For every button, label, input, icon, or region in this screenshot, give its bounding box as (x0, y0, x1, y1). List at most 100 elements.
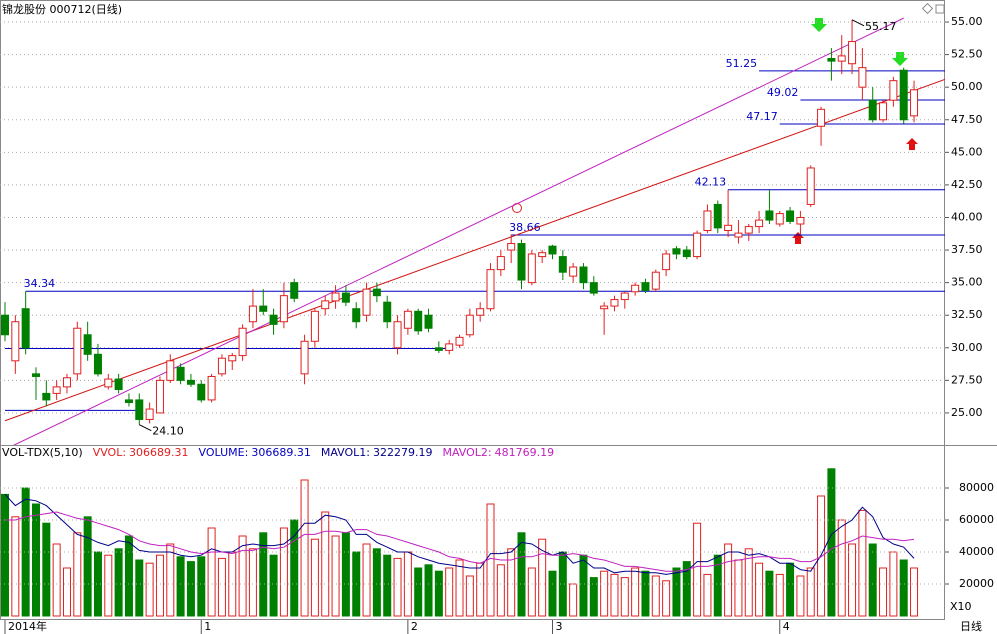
annotation-pointer (851, 19, 865, 27)
volume-bar (827, 468, 836, 617)
volume-bar (166, 543, 175, 617)
volume-bar (879, 567, 888, 617)
candle-body (93, 353, 102, 375)
level-label: 49.02 (767, 86, 799, 99)
candle-body (538, 252, 547, 258)
candle-body (548, 245, 557, 255)
candle-body (569, 266, 578, 277)
candle-body (651, 271, 660, 290)
volume-bar (445, 567, 454, 617)
volume-bar (1, 493, 9, 617)
legend-value: 481769.19 (495, 446, 555, 459)
volume-bar (321, 511, 330, 617)
candle-body (52, 386, 61, 394)
volume-bar (899, 559, 908, 617)
frame (0, 0, 945, 620)
candle-body (331, 292, 340, 302)
volume-bar (31, 503, 40, 617)
level-label: 34.34 (24, 277, 56, 290)
candle-body (310, 310, 319, 342)
candle-body (166, 360, 175, 381)
y-tick-label: 27.50 (951, 373, 983, 386)
volume-bar (114, 548, 123, 617)
annotation-label: 24.10 (152, 425, 184, 438)
candle-body (579, 266, 588, 284)
volume-bar (651, 575, 660, 617)
y-tick-label: 20000 (959, 577, 994, 590)
volume-bar (548, 570, 557, 617)
y-tick-label: 25.00 (951, 406, 983, 419)
volume-bar (837, 519, 846, 617)
candle-body (507, 243, 516, 251)
volume-bar (465, 575, 474, 617)
candle-body (817, 108, 826, 127)
candle-body (724, 224, 733, 232)
volume-bar (434, 570, 443, 617)
candle-body (899, 69, 908, 121)
volume-bar (641, 570, 650, 617)
candle-body (775, 213, 784, 225)
candle-body (124, 399, 133, 404)
volume-bar (217, 557, 226, 617)
volume-bar (83, 516, 92, 617)
candle-body (62, 377, 71, 388)
candle-body (682, 249, 691, 258)
volume-bar (207, 527, 216, 617)
y-tick-label: 37.50 (951, 243, 983, 256)
annotation-pointer (139, 424, 152, 432)
candle-body (827, 58, 836, 62)
candle-body (393, 321, 402, 349)
y-tick-label: 30.00 (951, 341, 983, 354)
candle-body (879, 102, 888, 121)
candle-body (300, 340, 309, 375)
volume-bar (744, 548, 753, 617)
volume-bar (713, 554, 722, 617)
candle-body (383, 301, 392, 323)
candle-body (321, 300, 330, 310)
volume-bar (331, 535, 340, 617)
candle-body (600, 305, 609, 310)
y-tick-label: 42.50 (951, 178, 983, 191)
sell-arrow (892, 52, 908, 66)
candle-body (259, 305, 268, 312)
window-icon[interactable] (921, 2, 934, 15)
window-icon[interactable] (935, 4, 945, 14)
trend-line (13, 17, 904, 445)
candle-body (527, 253, 536, 284)
volume-bar (42, 522, 51, 617)
volume-bar (145, 562, 154, 617)
volume-bar (517, 532, 526, 617)
candle-body (424, 314, 433, 329)
volume-bar (672, 567, 681, 617)
candle-body (496, 256, 505, 271)
candle-body (1, 314, 9, 336)
candle-body (910, 89, 919, 117)
candle-body (610, 299, 619, 307)
candle-body (186, 379, 195, 385)
candle-body (83, 334, 92, 355)
legend-value: 306689.31 (251, 446, 311, 459)
volume-bar (73, 532, 82, 617)
volume-bar (476, 562, 485, 617)
candle-body (713, 203, 722, 229)
volume-bar (724, 543, 733, 617)
candle-body (372, 288, 381, 297)
y-tick-label: 60000 (959, 513, 994, 526)
volume-bar (538, 538, 547, 617)
candle-body (765, 210, 774, 221)
volume-bar (21, 487, 30, 617)
candle-body (662, 253, 671, 271)
candle-body (207, 375, 216, 401)
level-label: 51.25 (726, 57, 758, 70)
volume-bar (527, 567, 536, 617)
candle-body (558, 256, 567, 273)
candle-body (858, 67, 867, 88)
volume-bar (589, 577, 598, 617)
y-tick-label: 80000 (959, 481, 994, 494)
volume-bar (775, 573, 784, 617)
volume-bar (631, 567, 640, 617)
candle-body (465, 314, 474, 336)
volume-bar (424, 564, 433, 617)
candle-body (362, 288, 371, 316)
